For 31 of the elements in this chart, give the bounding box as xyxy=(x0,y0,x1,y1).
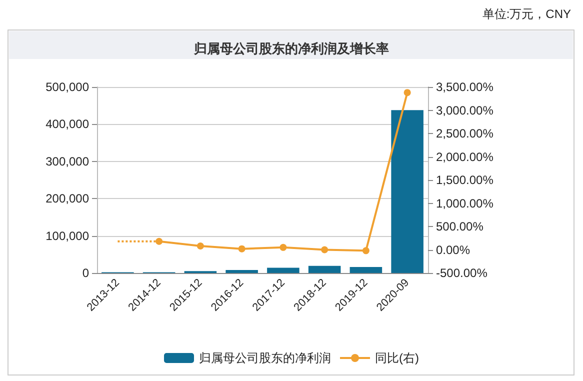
bar xyxy=(391,110,424,273)
bar xyxy=(308,266,341,273)
legend-label: 同比(右) xyxy=(375,351,420,365)
y2-tick-label: 1,500.00% xyxy=(436,173,494,187)
y2-tick-label: 3,000.00% xyxy=(436,103,494,118)
point xyxy=(321,246,328,254)
point xyxy=(156,238,163,245)
y-tick-label: 0 xyxy=(82,266,90,280)
y2-tick-label: 0.00% xyxy=(436,242,470,257)
point xyxy=(196,242,204,250)
bar xyxy=(267,268,300,273)
point xyxy=(238,245,246,252)
bar xyxy=(350,267,382,273)
point xyxy=(404,89,411,96)
bar xyxy=(226,270,258,273)
y2-tick-label: 3,500.00% xyxy=(436,80,494,94)
y2-tick-label: 2,500.00% xyxy=(436,126,494,140)
legend-label: 归属母公司股东的净利润 xyxy=(199,351,332,365)
text: 单位:万元，CNY xyxy=(482,7,571,21)
y-tick-label: 100,000 xyxy=(46,228,90,243)
chart-title: 归属母公司股东的净利润及增长率 xyxy=(193,41,389,56)
y-tick-label: 500,000 xyxy=(46,80,90,94)
y-tick-label: 300,000 xyxy=(46,154,90,168)
y-tick-label: 200,000 xyxy=(46,192,90,206)
point xyxy=(280,244,287,251)
y2-tick-label: 2,000.00% xyxy=(436,150,494,164)
y-tick-label: 400,000 xyxy=(46,117,90,132)
y2-tick-label: 1,000.00% xyxy=(436,196,494,210)
y2-tick-label: -500.00% xyxy=(436,266,488,280)
y2-tick-label: 500.00% xyxy=(436,220,484,234)
point xyxy=(362,247,370,254)
